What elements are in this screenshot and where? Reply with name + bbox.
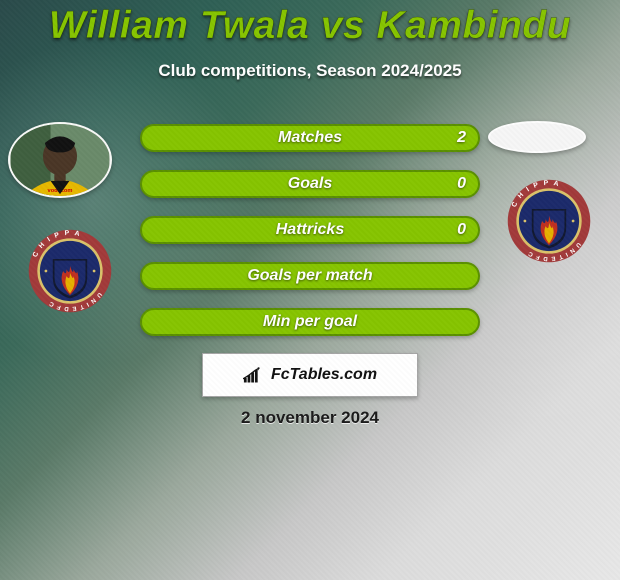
stat-right-value: 0 (457, 172, 466, 196)
stats-container: Matches 2 Goals 0 Hattricks 0 Goals per … (140, 124, 480, 354)
snapshot-date: 2 november 2024 (0, 408, 620, 428)
stat-row-hattricks: Hattricks 0 (140, 216, 480, 244)
club-badge-left: C H I P P A U N I T E D F C (20, 228, 120, 314)
page-title: William Twala vs Kambindu (0, 4, 620, 48)
player-right-placeholder-icon (490, 123, 584, 151)
club-badge-right-icon: C H I P P A U N I T E D F C (500, 178, 598, 264)
player-left-avatar: vodacom (8, 122, 112, 198)
fctables-logo[interactable]: FcTables.com (202, 353, 418, 397)
stat-row-goals: Goals 0 (140, 170, 480, 198)
stat-row-goals-per-match: Goals per match (140, 262, 480, 290)
stat-label: Goals per match (142, 264, 478, 288)
stat-label: Min per goal (142, 310, 478, 334)
player-right-avatar (488, 121, 586, 153)
subtitle: Club competitions, Season 2024/2025 (0, 61, 620, 81)
club-badge-right: C H I P P A U N I T E D F C (500, 178, 598, 264)
fctables-logo-text: FcTables.com (271, 366, 377, 384)
stat-right-value: 0 (457, 218, 466, 242)
player-left-icon: vodacom (10, 124, 110, 196)
stat-label: Matches (142, 126, 478, 150)
stat-right-value: 2 (457, 126, 466, 150)
stat-row-matches: Matches 2 (140, 124, 480, 152)
stat-label: Hattricks (142, 218, 478, 242)
bar-chart-icon (243, 366, 265, 384)
club-badge-left-icon: C H I P P A U N I T E D F C (20, 228, 120, 314)
stat-row-min-per-goal: Min per goal (140, 308, 480, 336)
stat-label: Goals (142, 172, 478, 196)
